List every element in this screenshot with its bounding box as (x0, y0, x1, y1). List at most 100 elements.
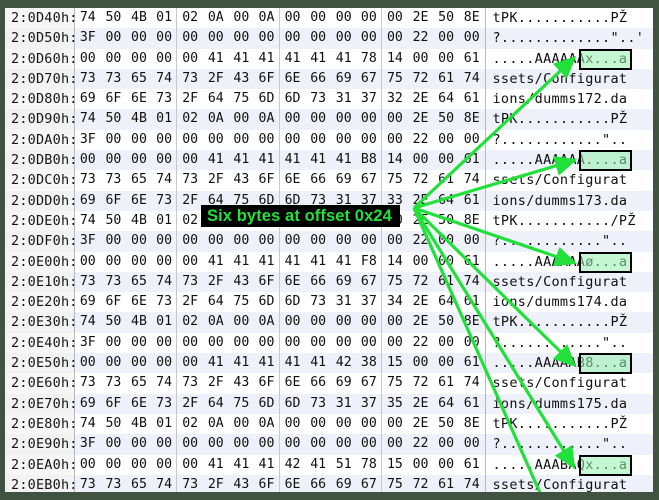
hex-row[interactable]: 2:0D90h: 74 50 4B 01 02 0A 00 0A 00 00 00 00 00 2E 50 8E… (5, 109, 653, 130)
ascii-text[interactable]: ssets/Configurat (484, 68, 653, 90)
ascii-text[interactable]: tPK.........../PŽ (484, 210, 653, 232)
hex-byte[interactable]: 00 (100, 251, 127, 272)
hex-byte[interactable]: 4B (126, 413, 152, 435)
hex-byte[interactable]: 0A (254, 312, 280, 333)
hex-row[interactable]: 2:0E10h: 73 73 65 74 73 2F 43 6F 6E 66 69 67 75 72 61 74… (5, 271, 653, 293)
hex-byte[interactable]: 00 (228, 129, 255, 151)
hex-byte[interactable]: 61 (458, 48, 485, 69)
hex-byte[interactable]: 50 (100, 8, 127, 29)
hex-byte[interactable]: 73 (305, 292, 331, 313)
hex-byte[interactable]: 41 (279, 150, 306, 171)
hex-byte[interactable]: 00 (382, 434, 408, 455)
hex-row[interactable]: 2:0E50h: 00 00 00 00 00 41 41 41 41 41 42 38 15 00 00 61… (5, 353, 653, 374)
hex-byte[interactable]: 00 (356, 8, 383, 29)
hex-byte[interactable]: 00 (433, 150, 459, 171)
ascii-text[interactable]: ?............".. (484, 332, 653, 354)
hex-byte[interactable]: 72 (407, 68, 434, 90)
ascii-text[interactable]: ?............."..' (484, 28, 653, 49)
hex-byte[interactable]: 73 (100, 170, 127, 191)
hex-byte[interactable]: 01 (151, 8, 178, 29)
hex-byte[interactable]: 0A (254, 413, 280, 435)
hex-byte[interactable]: 00 (330, 8, 357, 29)
hex-byte[interactable]: 00 (330, 312, 357, 333)
hex-byte[interactable]: 74 (151, 68, 178, 90)
hex-byte[interactable]: 64 (202, 89, 229, 110)
hex-byte[interactable]: 6D (254, 292, 280, 313)
hex-byte[interactable]: 51 (330, 454, 357, 475)
hex-byte[interactable]: 02 (177, 109, 203, 130)
hex-byte[interactable]: 00 (126, 434, 152, 455)
hex-byte[interactable]: 00 (382, 129, 408, 151)
hex-byte[interactable]: 2F (177, 190, 203, 211)
ascii-text[interactable]: ssets/Configurat (484, 271, 653, 293)
hex-byte[interactable]: 00 (151, 129, 178, 151)
hex-row[interactable]: 2:0D40h: 74 50 4B 01 02 0A 00 0A 00 00 00 00 00 2E 50 8E… (5, 8, 653, 29)
hex-byte[interactable]: 00 (228, 434, 255, 455)
ascii-text[interactable]: tPK...........PŽ (484, 413, 653, 435)
hex-byte[interactable]: 00 (254, 332, 280, 354)
hex-byte[interactable]: 6F (254, 271, 280, 293)
hex-byte[interactable]: 65 (126, 271, 152, 293)
hex-byte[interactable]: 41 (202, 353, 229, 374)
hex-byte[interactable]: 41 (202, 251, 229, 272)
hex-byte[interactable]: 41 (228, 353, 255, 374)
hex-byte[interactable]: 00 (330, 109, 357, 130)
hex-byte[interactable]: 00 (151, 48, 178, 69)
hex-byte[interactable]: 00 (100, 28, 127, 49)
hex-byte[interactable]: 2F (202, 170, 229, 191)
hex-byte[interactable]: 00 (75, 251, 101, 272)
hex-byte[interactable]: 74 (75, 413, 101, 435)
hex-byte[interactable]: 00 (433, 129, 459, 151)
hex-byte[interactable]: 6E (126, 190, 152, 211)
hex-byte[interactable]: 00 (177, 231, 203, 252)
hex-byte[interactable]: 74 (151, 373, 178, 394)
hex-byte[interactable]: 6E (126, 393, 152, 414)
hex-byte[interactable]: 41 (305, 150, 331, 171)
hex-byte[interactable]: 35 (382, 393, 408, 414)
hex-byte[interactable]: 6F (100, 190, 127, 211)
hex-byte[interactable]: 73 (151, 89, 178, 110)
hex-byte[interactable]: 00 (458, 28, 485, 49)
hex-byte[interactable]: 00 (126, 251, 152, 272)
hex-byte[interactable]: 00 (177, 251, 203, 272)
hex-byte[interactable]: 00 (458, 129, 485, 151)
hex-byte[interactable]: 73 (100, 373, 127, 394)
hex-byte[interactable]: 41 (202, 454, 229, 475)
hex-byte[interactable]: 75 (228, 292, 255, 313)
hex-byte[interactable]: 02 (177, 413, 203, 435)
hex-byte[interactable]: 00 (279, 413, 306, 435)
hex-row[interactable]: 2:0D70h: 73 73 65 74 73 2F 43 6F 6E 66 69 67 75 72 61 74… (5, 68, 653, 90)
hex-byte[interactable]: 2E (407, 8, 434, 29)
hex-byte[interactable]: 00 (202, 434, 229, 455)
hex-byte[interactable]: 66 (305, 373, 331, 394)
hex-byte[interactable]: 00 (228, 312, 255, 333)
hex-byte[interactable]: 00 (458, 231, 485, 252)
hex-byte[interactable]: 75 (382, 373, 408, 394)
hex-byte[interactable]: 2F (177, 292, 203, 313)
hex-row[interactable]: 2:0E80h: 74 50 4B 01 02 0A 00 0A 00 00 00 00 00 2E 50 8E… (5, 413, 653, 435)
hex-byte[interactable]: 73 (100, 271, 127, 293)
hex-row[interactable]: 2:0E00h: 00 00 00 00 00 41 41 41 41 41 41 F8 14 00 00 61… (5, 251, 653, 272)
hex-byte[interactable]: 73 (75, 271, 101, 293)
hex-byte[interactable]: 00 (177, 28, 203, 49)
hex-byte[interactable]: 41 (305, 454, 331, 475)
hex-byte[interactable]: 74 (75, 8, 101, 29)
hex-byte[interactable]: 2E (407, 312, 434, 333)
hex-byte[interactable]: 4B (126, 210, 152, 232)
hex-byte[interactable]: 61 (458, 353, 485, 374)
hex-byte[interactable]: 00 (305, 8, 331, 29)
hex-byte[interactable]: 14 (382, 150, 408, 171)
hex-row[interactable]: 2:0E30h: 74 50 4B 01 02 0A 00 0A 00 00 00 00 00 2E 50 8E… (5, 312, 653, 333)
hex-byte[interactable]: 50 (433, 8, 459, 29)
hex-byte[interactable]: 00 (126, 28, 152, 49)
hex-byte[interactable]: 64 (433, 292, 459, 313)
ascii-text[interactable]: .....AAAAAAx...a (484, 48, 653, 69)
hex-byte[interactable]: 00 (356, 231, 383, 252)
hex-byte[interactable]: 66 (305, 170, 331, 191)
hex-byte[interactable]: 61 (433, 170, 459, 191)
hex-byte[interactable]: 61 (458, 89, 485, 110)
hex-byte[interactable]: 00 (356, 28, 383, 49)
hex-byte[interactable]: 69 (75, 190, 101, 211)
hex-byte[interactable]: 37 (356, 89, 383, 110)
hex-byte[interactable]: 00 (330, 231, 357, 252)
